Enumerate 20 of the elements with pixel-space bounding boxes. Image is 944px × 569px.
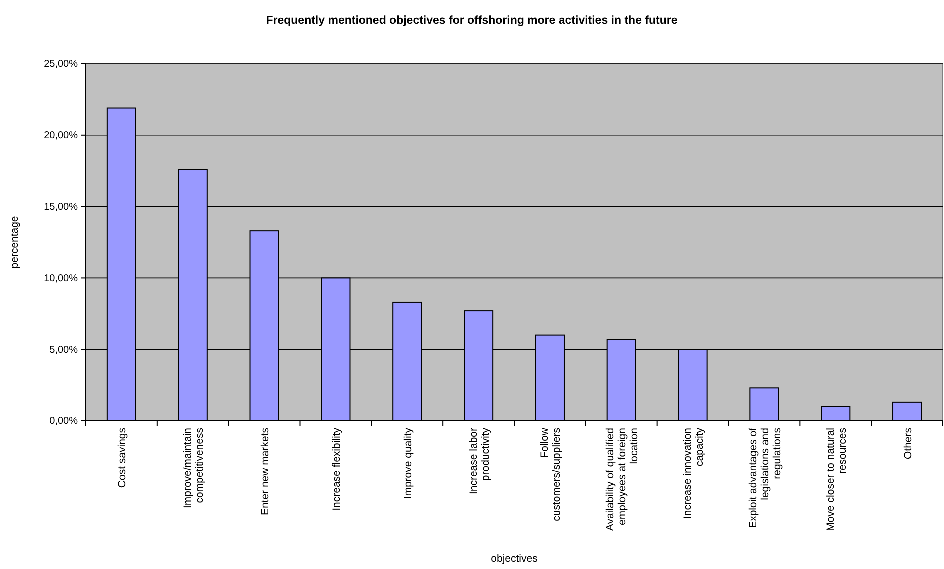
chart-title: Frequently mentioned objectives for offshoring more activities in the future: [266, 15, 678, 27]
x-tick-label: Increase flexibility: [330, 427, 343, 511]
x-tick-label: Exploit advantages of legislations and regulations: [747, 428, 784, 528]
x-tick-label: Increase labor productivity: [468, 427, 492, 495]
x-tick-label: Increase innovation capacity: [682, 427, 706, 520]
y-tick-label: 15,00%: [44, 202, 78, 213]
y-axis-title: percentage: [9, 216, 21, 269]
x-tick-label: Improve quality: [402, 427, 414, 500]
x-tick-label: Availability of qualified employees at foreign location: [604, 428, 641, 532]
x-tick-label: Enter new markets: [260, 428, 272, 516]
x-tick-label: Others: [902, 428, 914, 460]
y-tick-label: 10,00%: [44, 273, 78, 284]
x-axis-title: objectives: [491, 553, 538, 565]
x-tick-label: Cost savings: [116, 428, 129, 488]
y-tick-label: 20,00%: [44, 130, 78, 142]
y-tick-label: 0,00%: [50, 416, 78, 428]
y-tick-label: 5,00%: [50, 344, 78, 356]
x-tick-label: Move closer to natural resources: [824, 428, 849, 532]
x-tick-label: Improve/maintain competitiveness: [182, 428, 206, 509]
y-tick-label: 25,00%: [44, 59, 78, 70]
